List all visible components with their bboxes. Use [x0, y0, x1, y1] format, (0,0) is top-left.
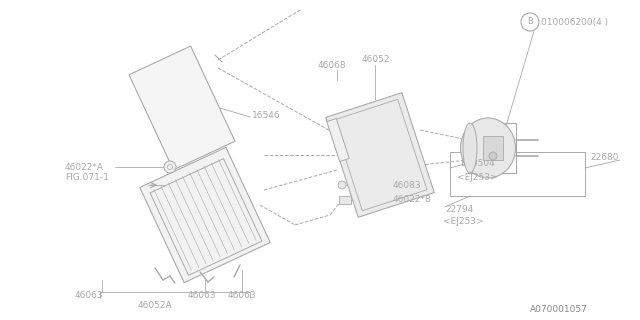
Polygon shape [327, 118, 349, 162]
Polygon shape [129, 46, 235, 170]
Text: 46022*A: 46022*A [65, 163, 104, 172]
Text: 010006200(4 ): 010006200(4 ) [541, 18, 608, 27]
Text: <EJ253>: <EJ253> [457, 173, 498, 182]
Text: 46063: 46063 [188, 292, 216, 300]
FancyBboxPatch shape [483, 136, 503, 160]
Text: B: B [527, 18, 533, 27]
Text: 22794: 22794 [445, 205, 474, 214]
Text: <EJ253>: <EJ253> [443, 218, 484, 227]
Text: 46052: 46052 [362, 55, 390, 65]
Circle shape [489, 152, 497, 160]
Text: FIG.071-1: FIG.071-1 [65, 173, 109, 182]
FancyBboxPatch shape [339, 196, 351, 204]
Polygon shape [140, 147, 270, 283]
Text: 46063: 46063 [228, 292, 257, 300]
Text: 46063: 46063 [75, 292, 104, 300]
Text: 46022*B: 46022*B [393, 196, 432, 204]
Circle shape [338, 181, 346, 189]
Text: 22680: 22680 [590, 154, 618, 163]
Polygon shape [326, 93, 435, 217]
Text: A070001057: A070001057 [530, 306, 588, 315]
Circle shape [164, 161, 176, 173]
Text: 46068: 46068 [318, 60, 347, 69]
Text: 46052A: 46052A [138, 301, 172, 310]
Text: 46083: 46083 [393, 180, 422, 189]
Ellipse shape [461, 118, 515, 178]
Text: 16546: 16546 [252, 111, 280, 121]
Text: B10504: B10504 [460, 158, 495, 167]
Ellipse shape [463, 123, 477, 173]
